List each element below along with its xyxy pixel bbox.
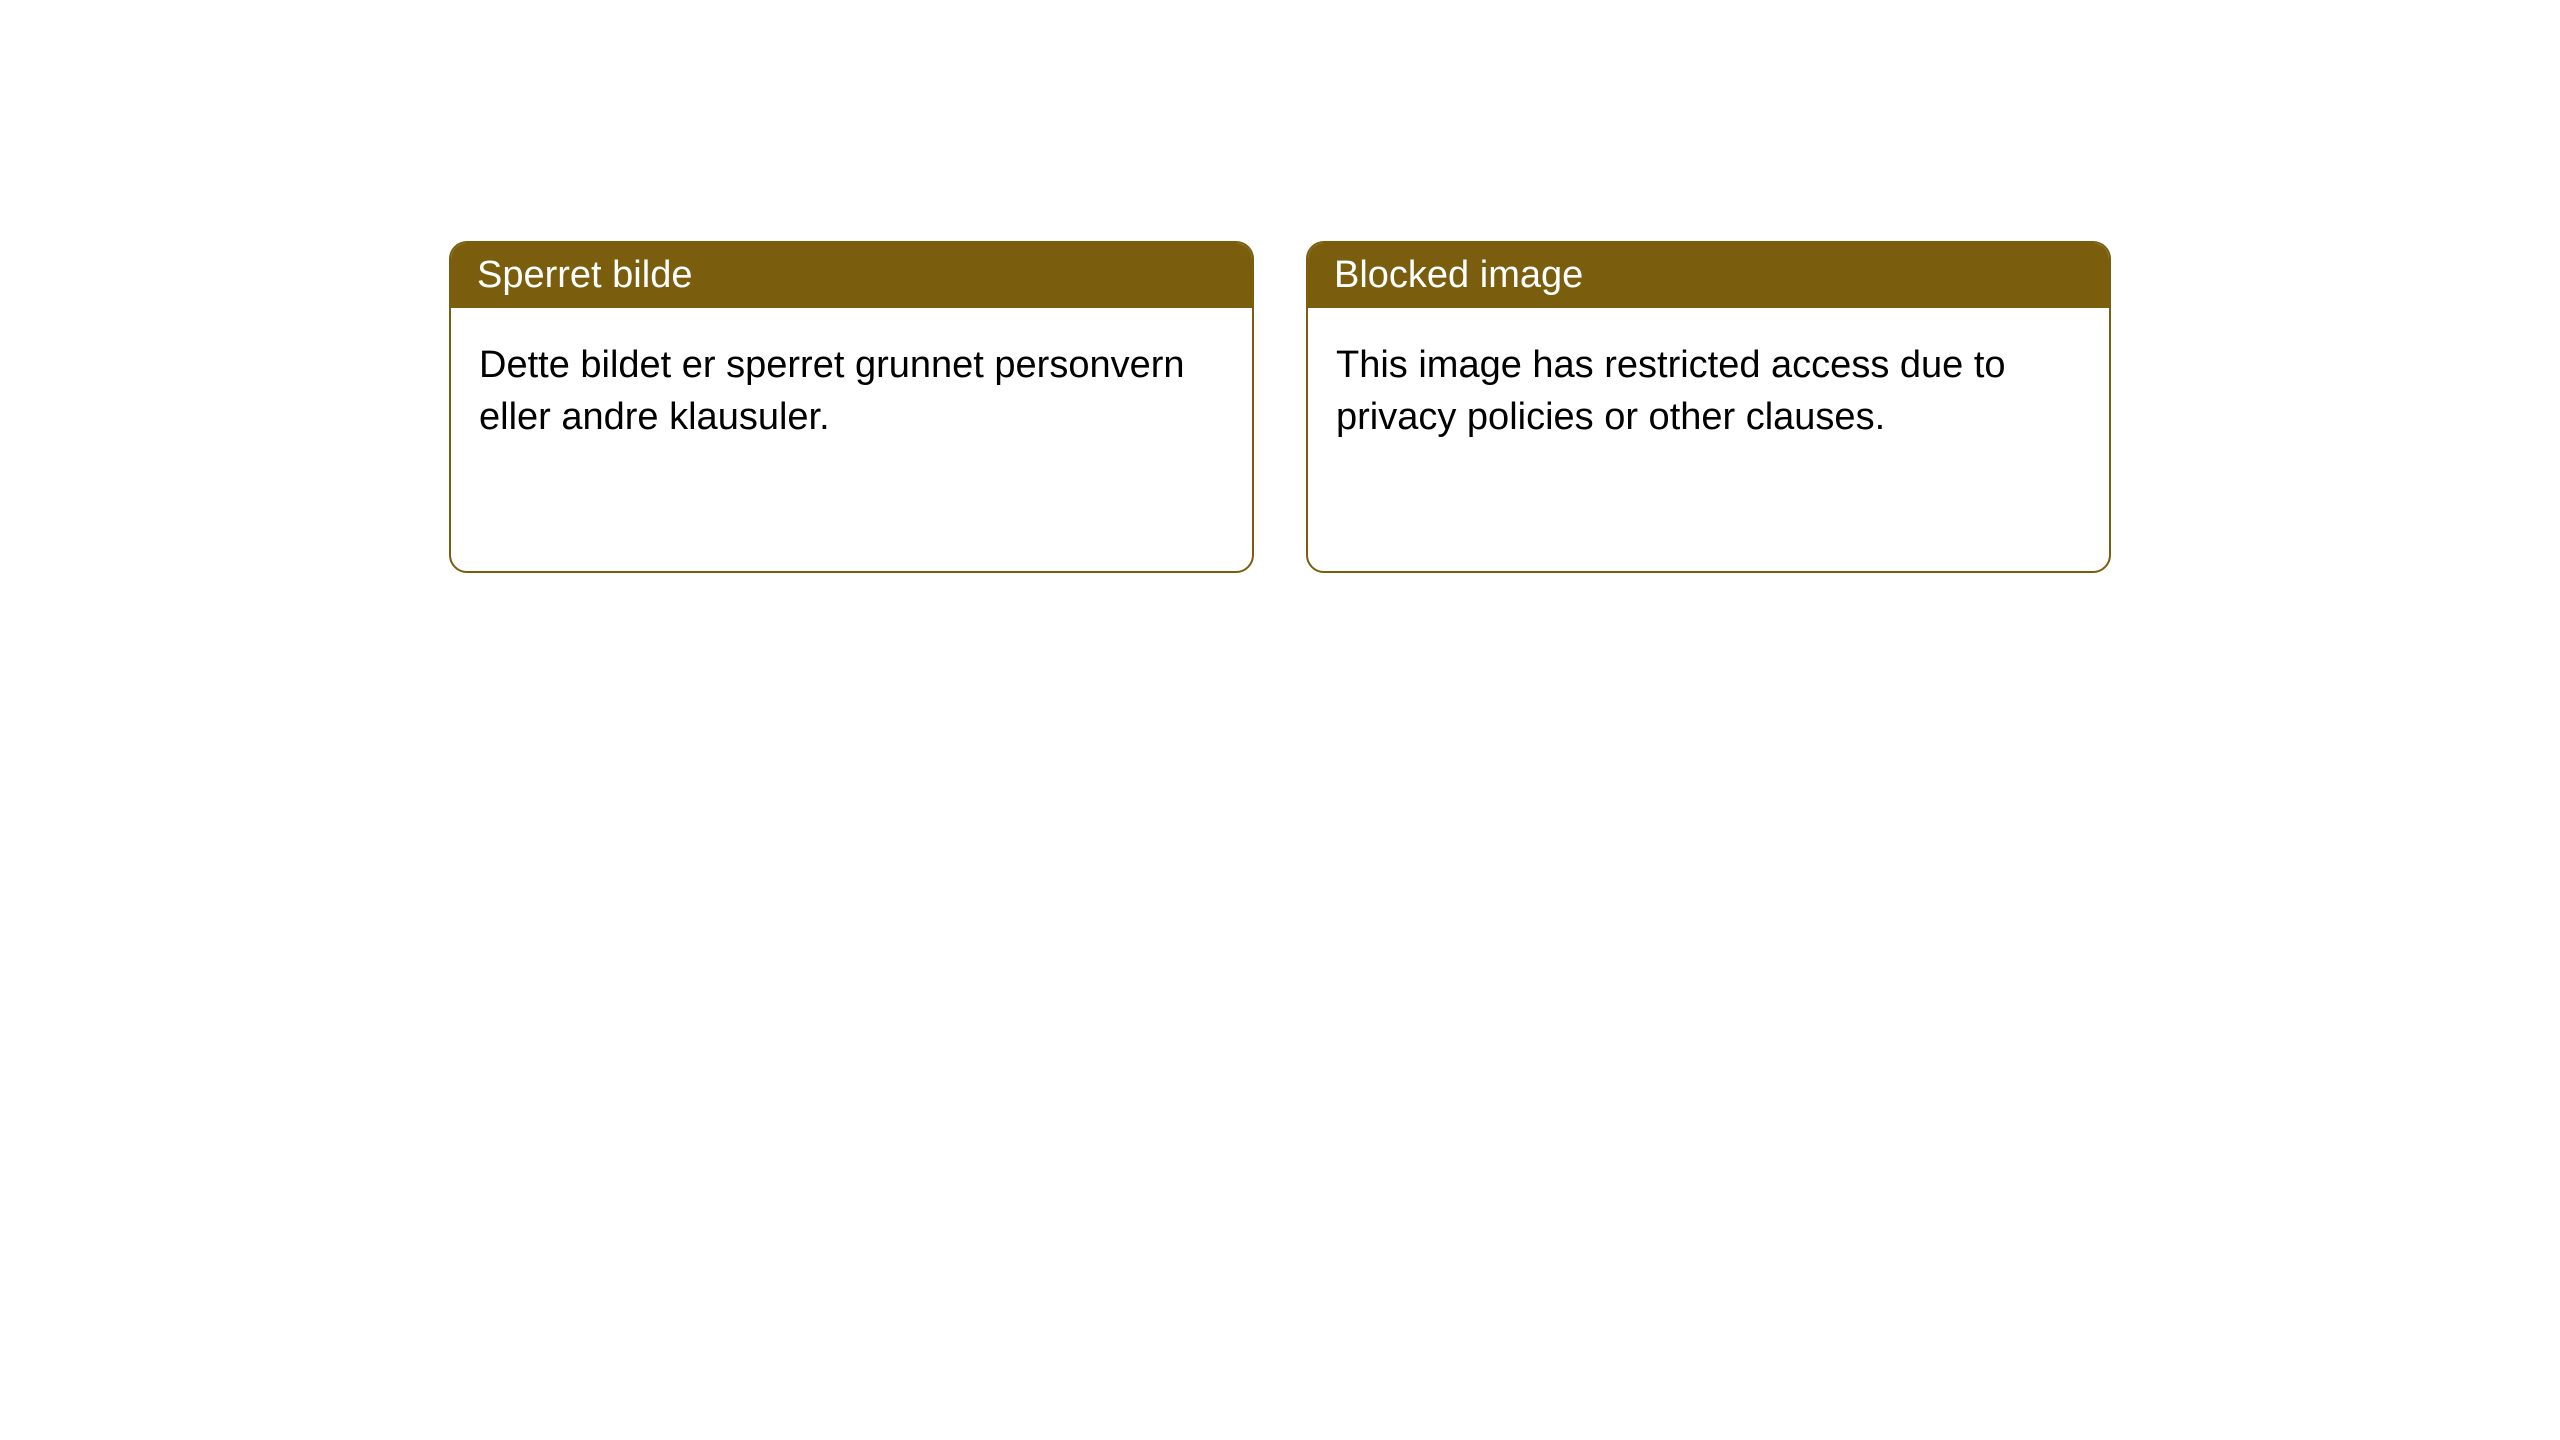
notice-box-english: Blocked image This image has restricted … bbox=[1306, 241, 2111, 573]
notice-header: Sperret bilde bbox=[451, 243, 1252, 308]
notice-body: Dette bildet er sperret grunnet personve… bbox=[451, 308, 1252, 475]
notice-title: Sperret bilde bbox=[477, 254, 692, 296]
notice-box-norwegian: Sperret bilde Dette bildet er sperret gr… bbox=[449, 241, 1254, 573]
notice-title: Blocked image bbox=[1334, 254, 1583, 296]
notice-header: Blocked image bbox=[1308, 243, 2109, 308]
notice-container: Sperret bilde Dette bildet er sperret gr… bbox=[0, 0, 2560, 573]
notice-body: This image has restricted access due to … bbox=[1308, 308, 2109, 475]
notice-body-text: Dette bildet er sperret grunnet personve… bbox=[479, 344, 1185, 437]
notice-body-text: This image has restricted access due to … bbox=[1336, 344, 2006, 437]
